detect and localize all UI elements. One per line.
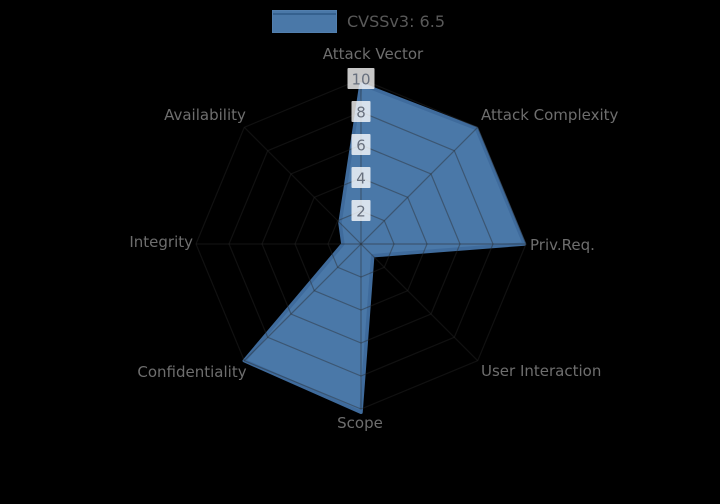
axis-label-confidentiality: Confidentiality: [137, 363, 246, 381]
legend-color-swatch: [272, 10, 337, 33]
radar-ring-gridline: [261, 144, 461, 344]
radar-spoke-gridline: [360, 243, 479, 362]
radial-tick-box: [351, 167, 371, 188]
legend-trace-line: [273, 13, 336, 15]
radar-ring-gridline: [294, 177, 428, 311]
cvss-score-polygon: [242, 82, 527, 415]
radial-tick-label: 6: [356, 137, 366, 155]
radial-tick-box: [351, 134, 371, 155]
axis-label-integrity: Integrity: [129, 233, 193, 251]
radar-ring-gridline: [327, 210, 395, 278]
radar-ring-gridline: [228, 111, 494, 377]
axis-label-user-interaction: User Interaction: [481, 362, 601, 380]
axis-label-attack-complexity: Attack Complexity: [481, 106, 618, 124]
radar-spoke-gridline: [360, 126, 479, 245]
axis-label-scope: Scope: [337, 414, 383, 432]
radial-tick-label: 8: [356, 104, 366, 122]
axis-label-priv-req: Priv.Req.: [530, 236, 595, 254]
legend-item-cvssv3[interactable]: CVSSv3: 6.5: [272, 10, 445, 33]
axis-label-availability: Availability: [164, 106, 246, 124]
radial-tick-box: [351, 101, 371, 122]
legend-label: CVSSv3: 6.5: [347, 12, 445, 31]
radar-ring-gridline: [195, 78, 527, 410]
radial-tick-box: [351, 200, 371, 221]
radial-tick-label: 10: [351, 71, 370, 89]
radar-spoke-gridline: [243, 243, 362, 362]
radial-tick-label: 4: [356, 170, 366, 188]
radial-tick-label: 2: [356, 203, 366, 221]
radial-tick-box: [347, 68, 375, 89]
axis-label-attack-vector: Attack Vector: [323, 45, 424, 63]
radar-spoke-gridline: [243, 126, 362, 245]
